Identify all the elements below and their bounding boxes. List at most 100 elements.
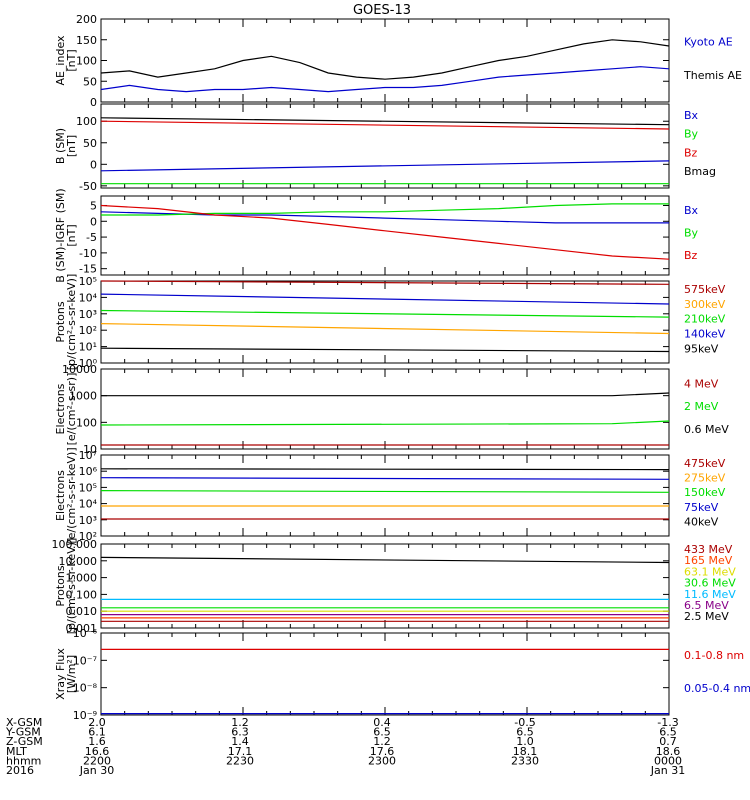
- ephemeris-row-label: Z-GSM: [6, 735, 43, 748]
- ephemeris-value: 2200: [83, 754, 111, 767]
- y-tick-label: 10⁴: [79, 498, 98, 511]
- series-line: [100, 477, 670, 480]
- ephemeris-value: 1.2: [231, 716, 249, 729]
- ephemeris-value: 1.2: [373, 735, 391, 748]
- y-tick-label: 10: [83, 443, 97, 456]
- y-tick-label: 1.000: [66, 572, 98, 585]
- y-axis-label: B (SM)-IGRF (SM): [54, 188, 67, 282]
- y-tick-label: 10³: [79, 308, 97, 321]
- legend-entry: Bx: [684, 204, 699, 217]
- legend-entry: 300keV: [684, 298, 726, 311]
- y-tick-label: 50: [83, 75, 97, 88]
- panel-frame: [100, 195, 670, 276]
- legend-entry: 4 MeV: [684, 377, 719, 390]
- ephemeris-value: 6.3: [231, 726, 249, 739]
- ephemeris-value: 6.1: [88, 726, 106, 739]
- legend-entry: Bx: [684, 109, 699, 122]
- y-tick-label: -50: [79, 180, 97, 193]
- y-tick-label: 10⁰: [79, 357, 98, 370]
- y-tick-label: 0.001: [66, 622, 98, 635]
- ephemeris-value: 2300: [368, 754, 396, 767]
- y-axis-label: Electrons: [54, 470, 67, 521]
- y-tick-label: 10⁵: [79, 481, 97, 494]
- y-axis-label: Protons: [54, 301, 67, 342]
- series-line: [100, 468, 670, 471]
- ephemeris-value: 2330: [511, 754, 539, 767]
- ephemeris-value: 1.4: [231, 735, 249, 748]
- series-line: [100, 490, 670, 493]
- y-tick-label: 10⁻⁹: [73, 709, 97, 722]
- series-line: [101, 203, 669, 216]
- y-tick-label: 10²: [79, 530, 97, 543]
- ephemeris-row-label: X-GSM: [6, 716, 42, 729]
- y-tick-label: 0: [90, 158, 97, 171]
- legend-entry: 30.6 MeV: [684, 577, 736, 590]
- series-line: [100, 280, 670, 285]
- panel-frame: [100, 543, 670, 629]
- y-tick-label: 0.100: [66, 588, 98, 601]
- legend-entry: By: [684, 128, 699, 141]
- y-tick-label: 10⁻⁸: [73, 682, 98, 695]
- ephemeris-value: 2.0: [88, 716, 106, 729]
- y-tick-label: -15: [79, 263, 97, 276]
- y-tick-label: 10²: [79, 324, 97, 337]
- legend-entry: By: [684, 227, 699, 240]
- panel-frame: [100, 368, 670, 450]
- panel-frame: [100, 632, 670, 716]
- y-tick-label: 10⁴: [79, 291, 98, 304]
- ephemeris-table: X-GSMY-GSMZ-GSMMLThhmm20162.06.11.616.62…: [5, 716, 685, 777]
- panel-frame: [100, 103, 670, 189]
- y-tick-label: 10000: [62, 363, 97, 376]
- legend-entry: 475keV: [684, 457, 726, 470]
- panel-6: 10² 10³ 10⁴ 10⁵ 10⁶ 10⁷ Electrons[e/(cm²-s-sr-…: [54, 447, 726, 543]
- panel-1: 0 50 100 150 200 AE_index[nT] Kyoto AE Themis A…: [54, 13, 742, 109]
- legend-entry: 2.5 MeV: [684, 610, 729, 623]
- legend-entry: 0.1-0.8 nm: [684, 649, 744, 662]
- y-axis-label: [nT]: [65, 49, 78, 71]
- y-axis-label: [nT]: [65, 135, 78, 157]
- ephemeris-value: Jan 31: [650, 764, 685, 777]
- y-tick-label: 0: [90, 215, 97, 228]
- y-tick-label: 10⁶: [79, 465, 98, 478]
- legend-entry: 0.6 MeV: [684, 423, 729, 436]
- series-line: [100, 39, 670, 80]
- y-axis-label: [e/(cm²-s-sr-keV)]: [65, 447, 78, 543]
- y-tick-label: -5: [86, 231, 97, 244]
- y-tick-label: 5: [90, 199, 97, 212]
- legend-entry: 6.5 MeV: [684, 599, 729, 612]
- figure-title: GOES-13: [353, 3, 411, 18]
- legend-entry: 165 MeV: [684, 554, 733, 567]
- y-axis-label: B (SM): [54, 128, 67, 164]
- ephemeris-value: 17.6: [370, 745, 395, 758]
- series-line: [100, 120, 670, 130]
- ephemeris-row-label: hhmm: [6, 754, 41, 767]
- ephemeris-row-label: MLT: [6, 745, 27, 758]
- legend-entry: 140keV: [684, 328, 726, 341]
- legend-entry: 275keV: [684, 472, 726, 485]
- ephemeris-value: -0.5: [514, 716, 535, 729]
- series-line: [100, 293, 670, 305]
- series-line: [100, 309, 670, 318]
- y-tick-label: 10⁻⁷: [73, 654, 97, 667]
- panel-2: -50 0 50 100 B (SM)[nT] Bx By Bz Bmag: [54, 103, 716, 193]
- ephemeris-value: -1.3: [657, 716, 678, 729]
- ephemeris-value: 1.0: [516, 735, 534, 748]
- legend-entry: Themis AE: [683, 69, 742, 82]
- panel-frame: [100, 454, 670, 537]
- y-axis-label: [p/(cm²-s-sr-keV)]: [65, 274, 78, 371]
- series-line: [100, 160, 670, 172]
- ephemeris-value: 0.4: [373, 716, 391, 729]
- series-line: [101, 392, 670, 397]
- y-tick-label: 10¹: [79, 341, 97, 354]
- legend-entry: 433 MeV: [684, 543, 733, 556]
- legend-entry: 95keV: [684, 343, 719, 356]
- ephemeris-row-label: Y-GSM: [5, 726, 41, 739]
- legend-entry: 40keV: [684, 516, 719, 529]
- ephemeris-value: Jan 30: [79, 764, 114, 777]
- y-tick-label: 10.000: [59, 555, 98, 568]
- series-line: [100, 66, 670, 93]
- legend-entry: 575keV: [684, 283, 726, 296]
- y-tick-label: 200: [76, 13, 97, 26]
- legend-entry: Kyoto AE: [684, 36, 733, 49]
